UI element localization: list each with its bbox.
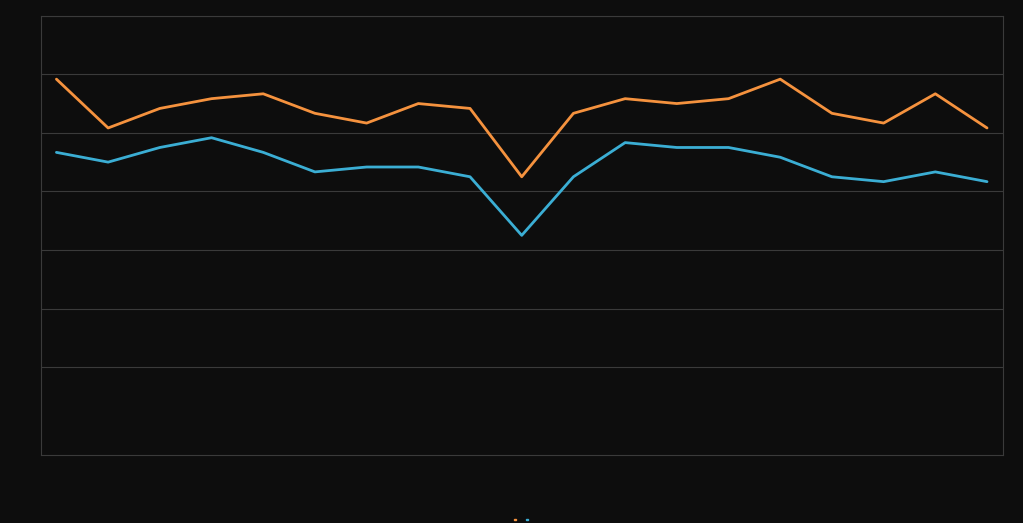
Legend: , : , [514, 518, 530, 520]
